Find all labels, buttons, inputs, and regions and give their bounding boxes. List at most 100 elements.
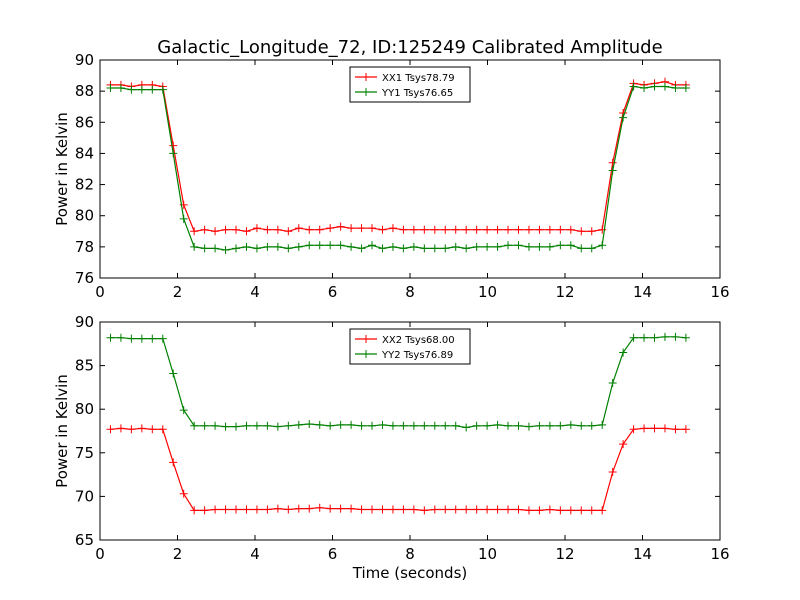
data-point: [441, 421, 450, 430]
data-point: [441, 244, 450, 253]
data-point: [483, 225, 492, 234]
data-point: [409, 505, 418, 514]
data-point: [451, 505, 460, 514]
data-point: [598, 506, 607, 515]
y-tick-label: 86: [75, 113, 94, 131]
data-point: [504, 505, 513, 514]
data-point: [169, 141, 178, 150]
data-point: [556, 241, 565, 250]
data-point: [493, 225, 502, 234]
series-line: [110, 85, 686, 251]
data-point: [681, 84, 690, 93]
data-point: [326, 504, 335, 513]
data-point: [472, 225, 481, 234]
data-point: [598, 241, 607, 250]
data-point: [504, 241, 513, 250]
data-point: [504, 421, 513, 430]
data-point: [378, 225, 387, 234]
data-point: [347, 504, 356, 513]
data-point: [420, 244, 429, 253]
y-axis-label: Power in Kelvin: [53, 112, 71, 226]
y-tick-label: 85: [75, 357, 94, 375]
x-tick-label: 2: [173, 545, 183, 563]
data-point: [660, 332, 669, 341]
data-point: [545, 225, 554, 234]
data-point: [179, 214, 188, 223]
data-point: [430, 421, 439, 430]
data-point: [242, 227, 251, 236]
legend-label: YY2 Tsys76.89: [381, 350, 453, 361]
data-point: [681, 333, 690, 342]
data-point: [524, 225, 533, 234]
data-point: [566, 506, 575, 515]
y-tick-label: 75: [75, 444, 94, 462]
data-point: [326, 224, 335, 233]
x-tick-label: 6: [328, 545, 338, 563]
data-point: [430, 225, 439, 234]
data-point: [462, 423, 471, 432]
data-point: [242, 421, 251, 430]
x-tick-label: 8: [405, 545, 415, 563]
data-point: [640, 424, 649, 433]
data-point: [587, 421, 596, 430]
data-point: [660, 82, 669, 91]
data-point: [211, 505, 220, 514]
data-point: [566, 420, 575, 429]
data-point: [577, 244, 586, 253]
data-point: [263, 505, 272, 514]
x-tick-label: 4: [250, 545, 260, 563]
data-point: [556, 225, 565, 234]
data-point: [242, 505, 251, 514]
y-tick-label: 76: [75, 269, 94, 287]
data-point: [336, 222, 345, 231]
data-point: [232, 225, 241, 234]
data-point: [158, 425, 167, 434]
data-point: [608, 166, 617, 175]
data-point: [116, 333, 125, 342]
series-line: [110, 427, 686, 512]
y-tick-label: 70: [75, 487, 94, 505]
data-point: [462, 244, 471, 253]
data-point: [671, 425, 680, 434]
data-point: [409, 225, 418, 234]
data-point: [294, 242, 303, 251]
data-point: [294, 420, 303, 429]
data-point: [399, 225, 408, 234]
data-point: [347, 420, 356, 429]
x-tick-label: 6: [328, 283, 338, 301]
data-point: [347, 242, 356, 251]
data-point: [399, 421, 408, 430]
y-tick-label: 78: [75, 238, 94, 256]
data-point: [619, 113, 628, 122]
data-point: [211, 227, 220, 236]
data-point: [504, 225, 513, 234]
bottom-panel: 0 2 4 6 8 10 12 14 16 65 70 75 80 85 90 Power in Kelvin…: [53, 313, 730, 563]
data-point: [556, 506, 565, 515]
data-point: [587, 506, 596, 515]
data-point: [190, 242, 199, 251]
data-point: [305, 241, 314, 250]
x-tick-label: 12: [555, 545, 574, 563]
data-point: [524, 506, 533, 515]
data-point: [608, 379, 617, 388]
data-point: [681, 425, 690, 434]
data-point: [137, 424, 146, 433]
x-tick-label: 12: [555, 283, 574, 301]
data-point: [650, 424, 659, 433]
data-point: [368, 505, 377, 514]
x-tick-label: 0: [95, 283, 105, 301]
x-tick-label: 10: [478, 283, 497, 301]
data-point: [221, 422, 230, 431]
data-point: [305, 225, 314, 234]
data-point: [388, 505, 397, 514]
data-point: [315, 241, 324, 250]
data-point: [273, 422, 282, 431]
legend-marker: [362, 350, 370, 358]
data-point: [535, 421, 544, 430]
data-point: [315, 503, 324, 512]
x-tick-label: 16: [710, 283, 729, 301]
y-tick-label: 84: [75, 144, 94, 162]
data-point: [472, 242, 481, 251]
legend-marker: [362, 73, 370, 81]
data-point: [273, 242, 282, 251]
